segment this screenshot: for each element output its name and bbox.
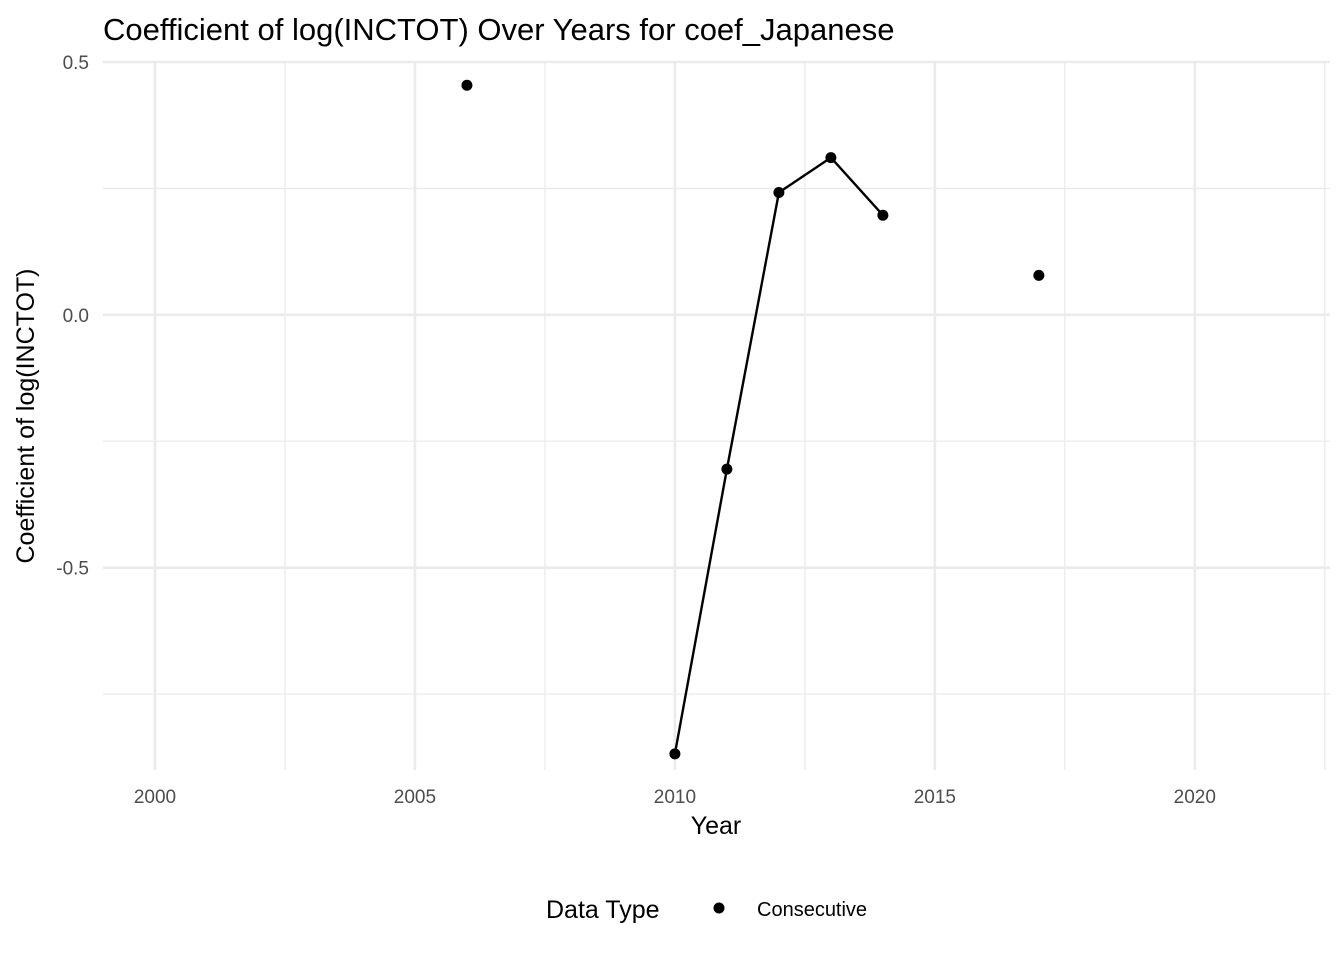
data-point [461, 79, 473, 91]
data-point [773, 186, 785, 198]
data-point [877, 209, 889, 221]
x-tick-label: 2000 [134, 787, 176, 808]
chart-title: Coefficient of log(INCTOT) Over Years fo… [103, 12, 894, 47]
tick-labels: 2000 2005 2010 2015 2020 -0.5 0.0 0.5 [56, 53, 1216, 808]
x-tick-label: 2005 [394, 787, 436, 808]
series-layer [461, 79, 1045, 760]
data-point [1033, 269, 1045, 281]
legend-label-consecutive: Consecutive [757, 899, 867, 921]
legend-key-consecutive [713, 902, 725, 914]
y-axis-title: Coefficient of log(INCTOT) [12, 268, 40, 563]
data-point [825, 152, 837, 164]
y-tick-label: -0.5 [56, 559, 89, 580]
grid [103, 60, 1330, 770]
x-axis-title: Year [691, 812, 742, 840]
y-tick-label: 0.5 [63, 53, 89, 74]
data-point [721, 463, 733, 475]
x-tick-label: 2020 [1174, 787, 1216, 808]
x-tick-label: 2010 [654, 787, 696, 808]
data-point [669, 748, 681, 760]
legend: Data Type Consecutive [546, 896, 867, 924]
x-tick-label: 2015 [914, 787, 956, 808]
y-tick-label: 0.0 [63, 306, 89, 327]
legend-title: Data Type [546, 896, 660, 924]
